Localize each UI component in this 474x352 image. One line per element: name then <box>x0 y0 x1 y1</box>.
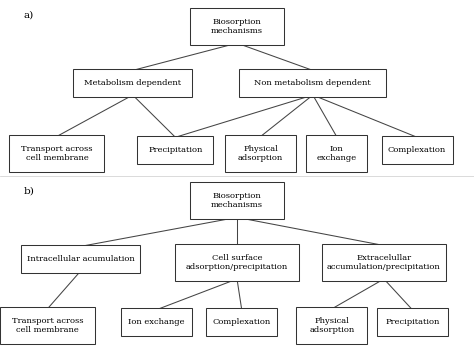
FancyBboxPatch shape <box>377 308 448 336</box>
Text: a): a) <box>24 11 34 20</box>
Text: Biosorption
mechanisms: Biosorption mechanisms <box>211 192 263 209</box>
Text: Precipitation: Precipitation <box>385 318 439 326</box>
Text: Complexation: Complexation <box>213 318 271 326</box>
FancyBboxPatch shape <box>322 244 446 281</box>
Text: Intracellular acumulation: Intracellular acumulation <box>27 255 135 263</box>
Text: Ion exchange: Ion exchange <box>128 318 185 326</box>
Text: Ion
exchange: Ion exchange <box>317 145 356 162</box>
FancyBboxPatch shape <box>225 135 296 172</box>
Text: Cell surface
adsorption/precipitation: Cell surface adsorption/precipitation <box>186 254 288 271</box>
FancyBboxPatch shape <box>190 182 284 219</box>
FancyBboxPatch shape <box>175 244 299 281</box>
Text: Non metabolism dependent: Non metabolism dependent <box>255 79 371 87</box>
Text: Extracelullar
accumulation/precipitation: Extracelullar accumulation/precipitation <box>327 254 441 271</box>
FancyBboxPatch shape <box>239 69 386 97</box>
FancyBboxPatch shape <box>121 308 192 336</box>
FancyBboxPatch shape <box>306 135 367 172</box>
Text: Precipitation: Precipitation <box>148 146 202 153</box>
Text: Biosorption
mechanisms: Biosorption mechanisms <box>211 18 263 35</box>
FancyBboxPatch shape <box>9 135 104 172</box>
FancyBboxPatch shape <box>382 136 453 164</box>
FancyBboxPatch shape <box>137 136 213 164</box>
Text: Complexation: Complexation <box>388 146 446 153</box>
Text: b): b) <box>24 187 35 196</box>
FancyBboxPatch shape <box>296 307 367 344</box>
Text: Transport across
cell membrane: Transport across cell membrane <box>21 145 92 162</box>
Text: Physical
adsorption: Physical adsorption <box>309 317 355 334</box>
FancyBboxPatch shape <box>21 245 140 273</box>
FancyBboxPatch shape <box>190 8 284 45</box>
Text: Transport across
cell membrane: Transport across cell membrane <box>12 317 83 334</box>
Text: Physical
adsorption: Physical adsorption <box>238 145 283 162</box>
FancyBboxPatch shape <box>0 307 95 344</box>
FancyBboxPatch shape <box>73 69 192 97</box>
FancyBboxPatch shape <box>206 308 277 336</box>
Text: Metabolism dependent: Metabolism dependent <box>84 79 181 87</box>
